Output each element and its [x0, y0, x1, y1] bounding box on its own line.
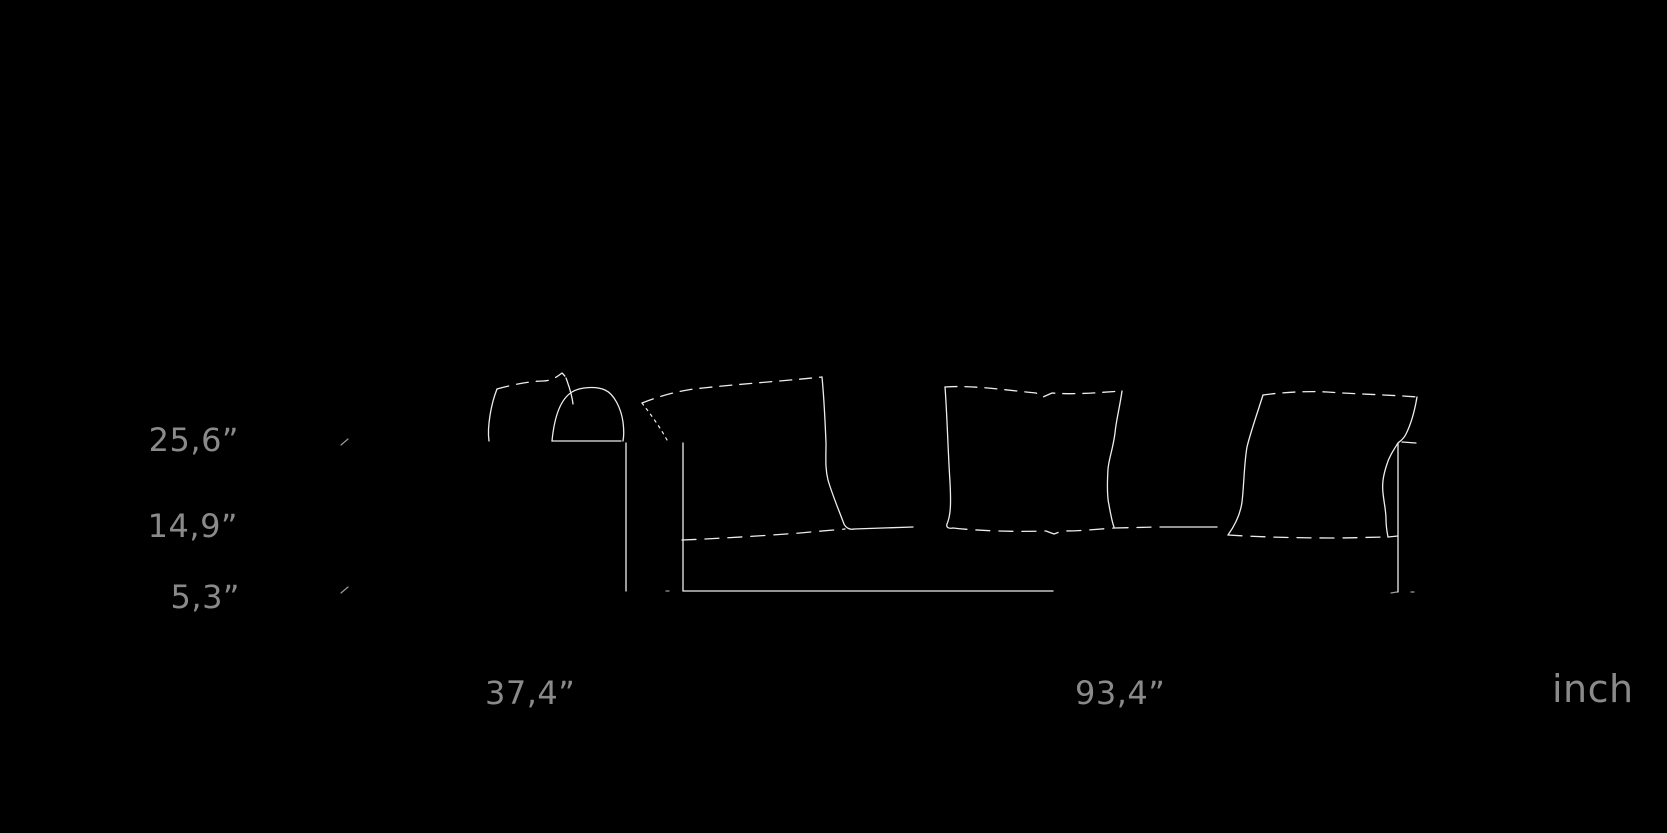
height-tick-bottom	[340, 586, 349, 594]
cushion2-left-edge	[944, 386, 954, 529]
cushion1-bottom-edge	[681, 528, 846, 541]
height-tick-top	[340, 438, 349, 446]
cushion1-top-edge	[641, 376, 823, 404]
seat-line-left	[853, 526, 914, 530]
height-overall-label: 25,6”	[148, 421, 239, 459]
seat-line-right-dashes	[1387, 535, 1399, 538]
right-arm-top-tick	[1401, 441, 1417, 444]
right-foot-mark	[1390, 591, 1398, 594]
height-seat-label: 14,9”	[147, 507, 238, 545]
arm-inner-slope	[641, 402, 669, 443]
cushion3-bottom-edge	[1227, 534, 1389, 539]
cushion2-right-edge	[1106, 390, 1123, 528]
side-pillow-right-edge	[565, 377, 574, 405]
depth-label: 37,4”	[485, 674, 576, 712]
cushion3-left-edge	[1227, 394, 1264, 536]
front-view-drawing	[641, 376, 1418, 594]
cushion3-top-edge	[1262, 390, 1418, 398]
armrest-dome	[551, 386, 625, 442]
cushion3-right-edge	[1381, 396, 1418, 538]
unit-label: inch	[1552, 667, 1634, 711]
side-pillow-left-edge	[487, 388, 498, 442]
side-view-drawing	[487, 372, 1054, 592]
width-label: 93,4”	[1075, 674, 1166, 712]
cushion1-right-edge	[821, 376, 855, 530]
seat-line-mid-dashes	[1113, 526, 1159, 529]
height-base-label: 5,3”	[170, 578, 240, 616]
cushion2-top-edge	[944, 385, 1123, 398]
dimension-ticks	[340, 438, 349, 594]
side-pillow-top-edge	[496, 372, 567, 390]
cushion2-bottom-edge	[952, 527, 1115, 535]
